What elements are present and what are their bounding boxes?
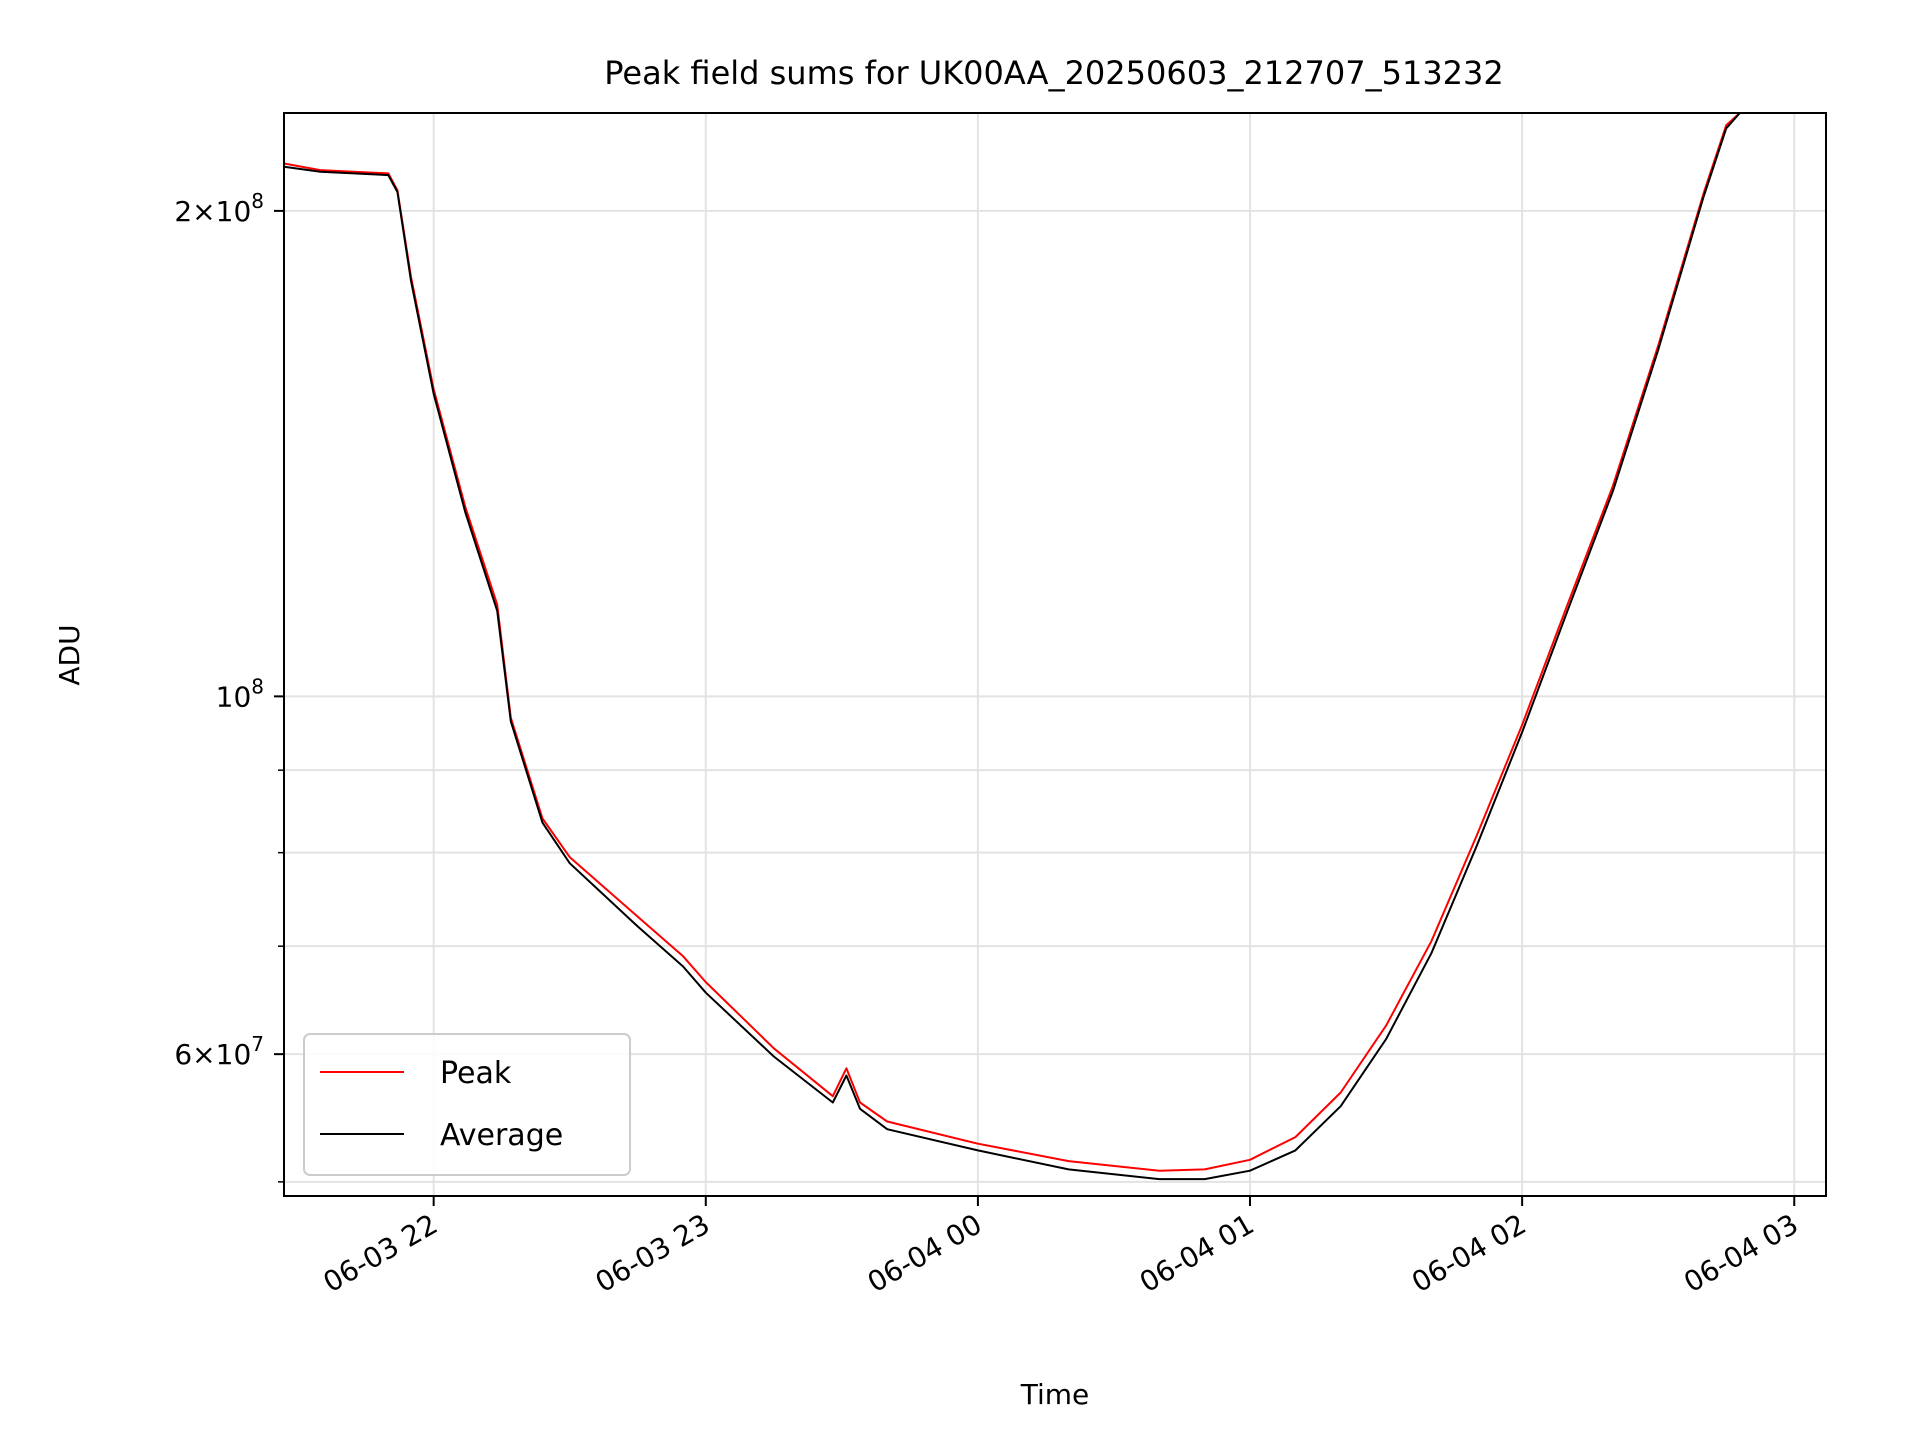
series-line-average: [283, 112, 1741, 1181]
y-tick-label-exponent: 7: [251, 1032, 264, 1056]
legend-label-peak: Peak: [440, 1056, 512, 1091]
y-tick-label: 108: [216, 674, 264, 713]
y-tick-label: 6×107: [174, 1032, 264, 1071]
y-tick-label-exponent: 8: [251, 674, 264, 698]
y-tick-label-base: 10: [216, 680, 252, 713]
x-axis-label: Time: [1020, 1378, 1090, 1411]
y-tick-label: 2×108: [174, 189, 264, 228]
y-tick-label-mantissa: 2: [174, 195, 192, 228]
y-tick-label-exponent: 8: [251, 189, 264, 213]
plot-frame: [283, 112, 1827, 1197]
y-axis-label: ADU: [53, 624, 86, 685]
legend-label-average: Average: [440, 1118, 563, 1153]
series-line-peak: [283, 112, 1741, 1172]
y-tick-label-times: ×10: [192, 195, 251, 228]
legend: Peak Average: [303, 1033, 631, 1176]
plot-lines: [283, 112, 1741, 1181]
y-tick-label-mantissa: 6: [174, 1038, 192, 1071]
legend-box: [303, 1033, 631, 1176]
chart-title: Peak field sums for UK00AA_20250603_2127…: [604, 54, 1504, 92]
y-tick-label-times: ×10: [192, 1038, 251, 1071]
